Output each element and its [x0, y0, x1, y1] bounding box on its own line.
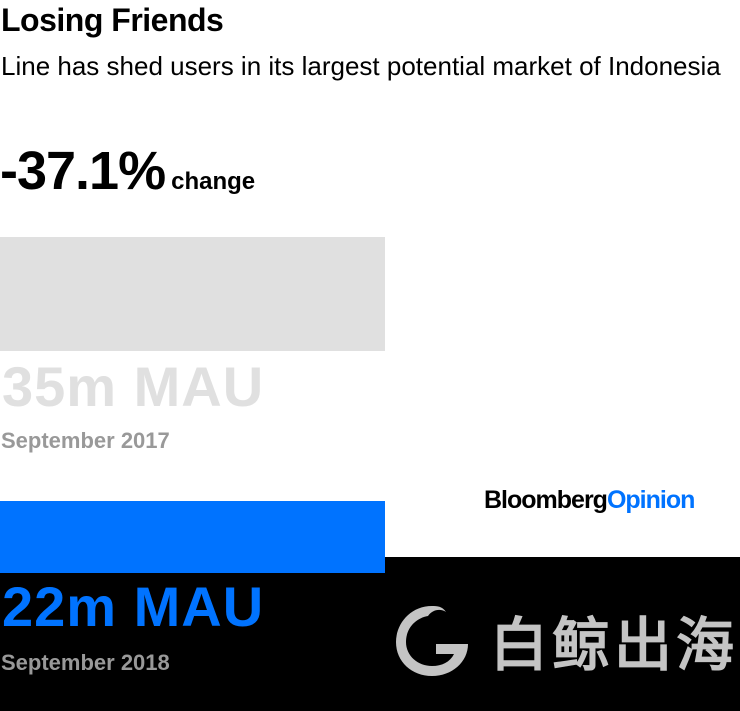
change-value: -37.1% [0, 141, 166, 201]
chart-subtitle: Line has shed users in its largest poten… [1, 51, 721, 81]
chart-title: Losing Friends [1, 2, 224, 38]
whale-logo-icon [396, 606, 468, 676]
bar-2018 [0, 501, 385, 573]
category-label-2018: September 2018 [1, 650, 170, 675]
change-label: change [171, 168, 256, 195]
value-label-2017: 35m MAU [2, 355, 265, 418]
headline-change: -37.1% change [0, 140, 255, 202]
category-label-2017: September 2017 [1, 428, 170, 453]
bloomberg-opinion-logo: BloombergOpinion [484, 486, 695, 514]
bar-2017 [0, 237, 385, 351]
background-panel [0, 573, 740, 711]
watermark: 白鲸出海 [392, 598, 738, 682]
value-label-2018: 22m MAU [2, 575, 265, 638]
